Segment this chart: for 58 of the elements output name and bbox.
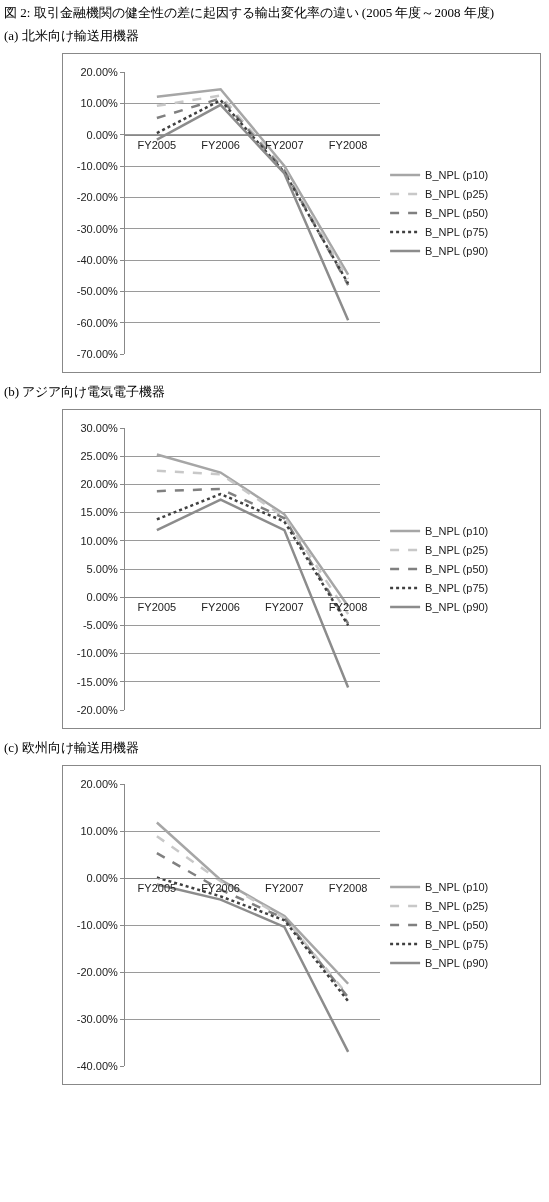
legend-label: B_NPL (p90) bbox=[425, 601, 489, 614]
y-tick-label: 20.00% bbox=[80, 777, 119, 790]
y-tick-label: 10.00% bbox=[80, 824, 119, 837]
y-tick-label: 0.00% bbox=[86, 128, 119, 141]
x-tick-label: FY2006 bbox=[201, 882, 240, 895]
y-tick-label: 10.00% bbox=[80, 534, 119, 547]
y-tick-label: -10.00% bbox=[76, 159, 119, 172]
chart-subtitle: (c) 欧州向け輸送用機器 bbox=[3, 739, 140, 757]
x-tick-label: FY2008 bbox=[328, 882, 368, 895]
legend-label: B_NPL (p10) bbox=[425, 525, 489, 538]
legend-label: B_NPL (p90) bbox=[425, 957, 489, 970]
x-tick-label: FY2005 bbox=[137, 882, 177, 895]
y-tick-label: 20.00% bbox=[80, 65, 119, 78]
y-tick-label: 25.00% bbox=[80, 450, 119, 463]
legend-label: B_NPL (p50) bbox=[425, 207, 489, 220]
y-tick-label: -70.00% bbox=[76, 347, 119, 360]
legend-label: B_NPL (p25) bbox=[425, 900, 489, 913]
x-tick-label: FY2007 bbox=[265, 882, 304, 895]
chart-title: 図 2: 取引金融機関の健全性の差に起因する輸出変化率の違い (2005 年度～2008 年度) bbox=[3, 4, 496, 21]
y-tick-label: -40.00% bbox=[76, 1059, 119, 1072]
y-tick-label: -5.00% bbox=[82, 619, 119, 632]
y-tick-label: 5.00% bbox=[86, 562, 119, 575]
legend-label: B_NPL (p25) bbox=[425, 188, 489, 201]
x-tick-label: FY2005 bbox=[137, 138, 177, 151]
y-tick-label: -15.00% bbox=[76, 675, 119, 688]
legend-label: B_NPL (p10) bbox=[425, 169, 489, 182]
x-tick-label: FY2007 bbox=[265, 601, 304, 614]
legend-label: B_NPL (p10) bbox=[425, 881, 489, 894]
y-tick-label: 10.00% bbox=[80, 97, 119, 110]
chart-subtitle: (a) 北米向け輸送用機器 bbox=[3, 27, 140, 45]
y-tick-label: 0.00% bbox=[86, 591, 119, 604]
y-tick-label: 30.00% bbox=[80, 421, 119, 434]
y-tick-label: -20.00% bbox=[76, 703, 119, 716]
legend-label: B_NPL (p25) bbox=[425, 544, 489, 557]
y-tick-label: -60.00% bbox=[76, 316, 119, 329]
chart-subtitle: (b) アジア向け電気電子機器 bbox=[3, 383, 167, 401]
y-tick-label: 20.00% bbox=[80, 478, 119, 491]
y-tick-label: -20.00% bbox=[76, 191, 119, 204]
legend-label: B_NPL (p75) bbox=[425, 938, 489, 951]
y-tick-label: 15.00% bbox=[80, 506, 119, 519]
y-tick-label: -20.00% bbox=[76, 965, 119, 978]
x-tick-label: FY2007 bbox=[265, 138, 304, 151]
x-tick-label: FY2006 bbox=[201, 601, 240, 614]
legend-label: B_NPL (p90) bbox=[425, 245, 489, 258]
legend-label: B_NPL (p50) bbox=[425, 563, 489, 576]
y-tick-label: -30.00% bbox=[76, 222, 119, 235]
x-tick-label: FY2008 bbox=[328, 138, 368, 151]
y-tick-label: -40.00% bbox=[76, 253, 119, 266]
y-tick-label: -10.00% bbox=[76, 918, 119, 931]
x-tick-label: FY2006 bbox=[201, 138, 240, 151]
legend-label: B_NPL (p75) bbox=[425, 582, 489, 595]
legend-label: B_NPL (p50) bbox=[425, 919, 489, 932]
y-tick-label: -30.00% bbox=[76, 1012, 119, 1025]
y-tick-label: 0.00% bbox=[86, 871, 119, 884]
y-tick-label: -10.00% bbox=[76, 647, 119, 660]
x-tick-label: FY2005 bbox=[137, 601, 177, 614]
legend-label: B_NPL (p75) bbox=[425, 226, 489, 239]
y-tick-label: -50.00% bbox=[76, 285, 119, 298]
